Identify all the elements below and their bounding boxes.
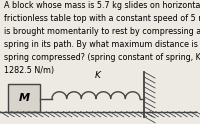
- Text: spring compressed? (spring constant of spring, K =: spring compressed? (spring constant of s…: [4, 53, 200, 62]
- Text: M: M: [18, 93, 30, 103]
- Text: A block whose mass is 5.7 kg slides on horizontal: A block whose mass is 5.7 kg slides on h…: [4, 1, 200, 10]
- Bar: [8, 84, 40, 112]
- Text: K: K: [95, 71, 101, 80]
- Text: is brought momentarily to rest by compressing a: is brought momentarily to rest by compre…: [4, 27, 200, 36]
- Text: spring in its path. By what maximum distance is the: spring in its path. By what maximum dist…: [4, 40, 200, 49]
- Text: 1282.5 N/m): 1282.5 N/m): [4, 66, 54, 75]
- Text: frictionless table top with a constant speed of 5 m/s. It: frictionless table top with a constant s…: [4, 14, 200, 23]
